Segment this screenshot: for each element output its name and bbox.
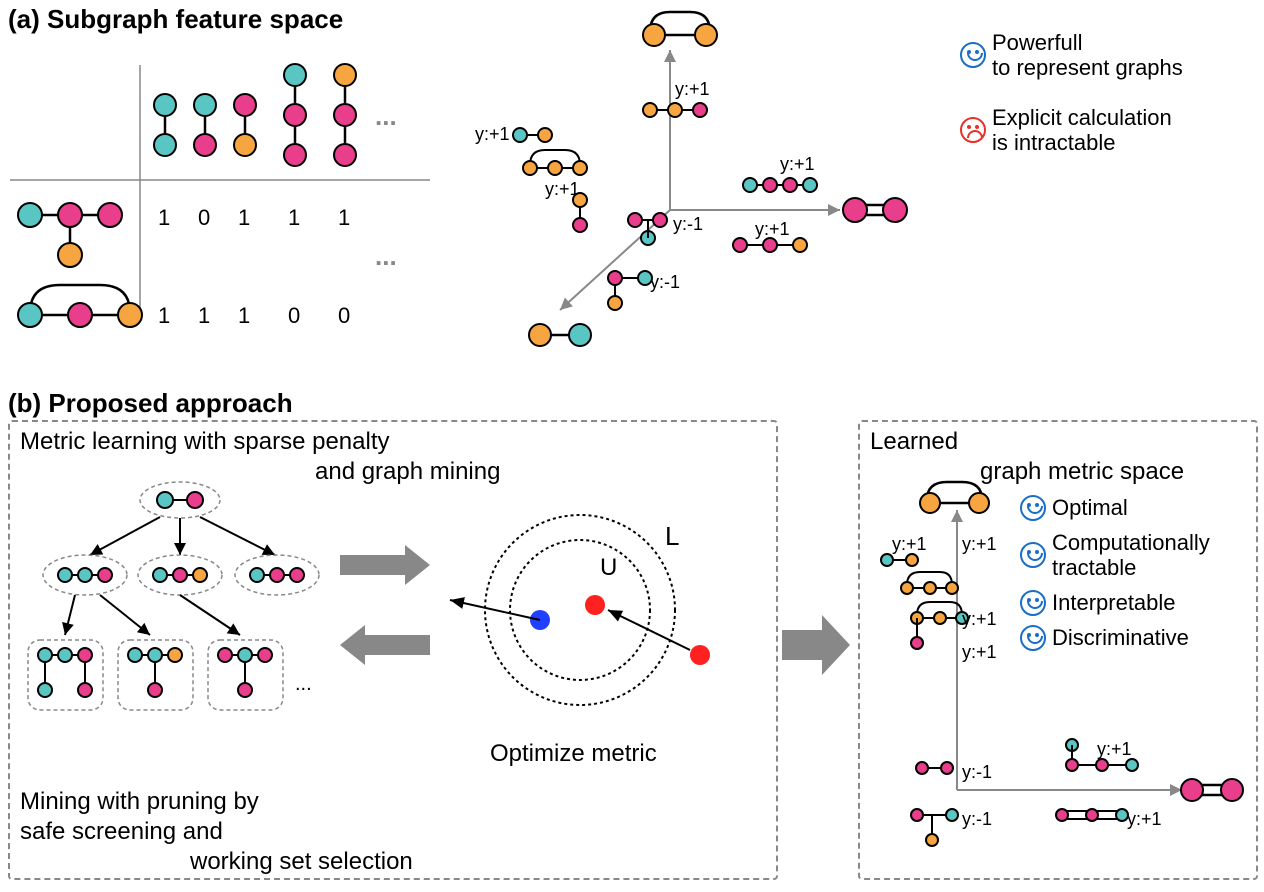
- svg-text:0: 0: [288, 303, 300, 328]
- pros-row: Powerfull to represent graphs: [960, 30, 1183, 81]
- smiley-sad-icon: [960, 117, 986, 143]
- feature-space-3d: y:+1 y:+1 y:+1 y:-1 y:+1 y:+1 y:-1: [440, 10, 910, 380]
- svg-text:y:+1: y:+1: [892, 534, 927, 554]
- svg-text:1: 1: [238, 303, 250, 328]
- svg-text:1: 1: [158, 205, 170, 230]
- svg-text:0: 0: [198, 205, 210, 230]
- svg-text:1: 1: [198, 303, 210, 328]
- svg-text:y:+1: y:+1: [1097, 739, 1132, 759]
- between-arrow: [782, 610, 852, 680]
- cons-text: Explicit calculation is intractable: [992, 105, 1172, 156]
- svg-text:...: ...: [375, 241, 397, 271]
- left-title1: Metric learning with sparse penalty: [20, 428, 390, 457]
- svg-text:y:-1: y:-1: [673, 214, 703, 234]
- svg-text:...: ...: [375, 101, 397, 131]
- smiley-happy-icon: [960, 42, 986, 68]
- pros-text: Powerfull to represent graphs: [992, 30, 1183, 81]
- svg-text:y:+1: y:+1: [755, 219, 790, 239]
- learned-space: y:+1 y:+1 y:+1 y:+1 y:-1 y:+1 y:-1 y:+1: [862, 480, 1252, 880]
- interplay-arrows: [330, 530, 440, 690]
- svg-text:1: 1: [288, 205, 300, 230]
- svg-text:L: L: [665, 521, 679, 551]
- svg-text:1: 1: [238, 205, 250, 230]
- section-b-title: (b) Proposed approach: [8, 388, 293, 419]
- svg-text:U: U: [600, 554, 617, 581]
- svg-text:y:-1: y:-1: [962, 762, 992, 782]
- svg-text:y:+1: y:+1: [475, 124, 510, 144]
- svg-text:y:+1: y:+1: [675, 79, 710, 99]
- section-a-title: (a) Subgraph feature space: [8, 4, 343, 35]
- svg-text:1: 1: [338, 205, 350, 230]
- right-title1: Learned: [870, 428, 958, 457]
- bottom2: safe screening and: [20, 818, 223, 847]
- cons-row: Explicit calculation is intractable: [960, 105, 1172, 156]
- svg-text:y:-1: y:-1: [650, 272, 680, 292]
- feature-table: ... 1 0 1 1 1 ... 1 1 1 0 0: [10, 45, 430, 385]
- svg-text:y:+1: y:+1: [1127, 809, 1162, 829]
- svg-text:y:+1: y:+1: [962, 642, 997, 662]
- svg-text:1: 1: [158, 303, 170, 328]
- svg-text:y:+1: y:+1: [962, 534, 997, 554]
- svg-text:0: 0: [338, 303, 350, 328]
- mining-tree: ...: [20, 475, 370, 775]
- svg-text:...: ...: [295, 673, 312, 695]
- svg-text:y:-1: y:-1: [962, 809, 992, 829]
- optimize-label: Optimize metric: [490, 740, 657, 769]
- svg-text:y:+1: y:+1: [780, 154, 815, 174]
- svg-text:y:+1: y:+1: [962, 609, 997, 629]
- bottom1: Mining with pruning by: [20, 788, 259, 817]
- optimize-metric: L U: [390, 490, 760, 760]
- bottom3: working set selection: [190, 848, 413, 877]
